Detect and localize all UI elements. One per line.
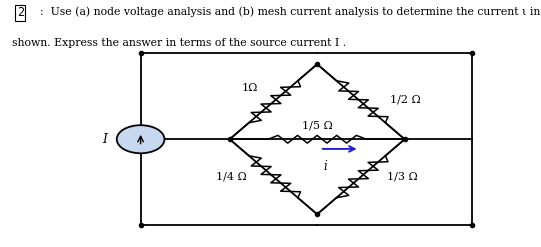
Text: 1/4 Ω: 1/4 Ω [216, 172, 247, 182]
Text: 1Ω: 1Ω [242, 83, 258, 93]
Text: 2: 2 [17, 6, 24, 19]
Text: shown. Express the answer in terms of the source current I .: shown. Express the answer in terms of th… [12, 38, 346, 48]
Text: :  Use (a) node voltage analysis and (b) mesh current analysis to determine the : : Use (a) node voltage analysis and (b) … [40, 6, 541, 17]
Text: i: i [323, 160, 327, 173]
Text: 1/3 Ω: 1/3 Ω [387, 172, 418, 182]
Ellipse shape [117, 125, 164, 153]
Text: I: I [102, 133, 107, 146]
Text: 1/2 Ω: 1/2 Ω [390, 95, 421, 105]
Text: 1/5 Ω: 1/5 Ω [302, 120, 333, 130]
